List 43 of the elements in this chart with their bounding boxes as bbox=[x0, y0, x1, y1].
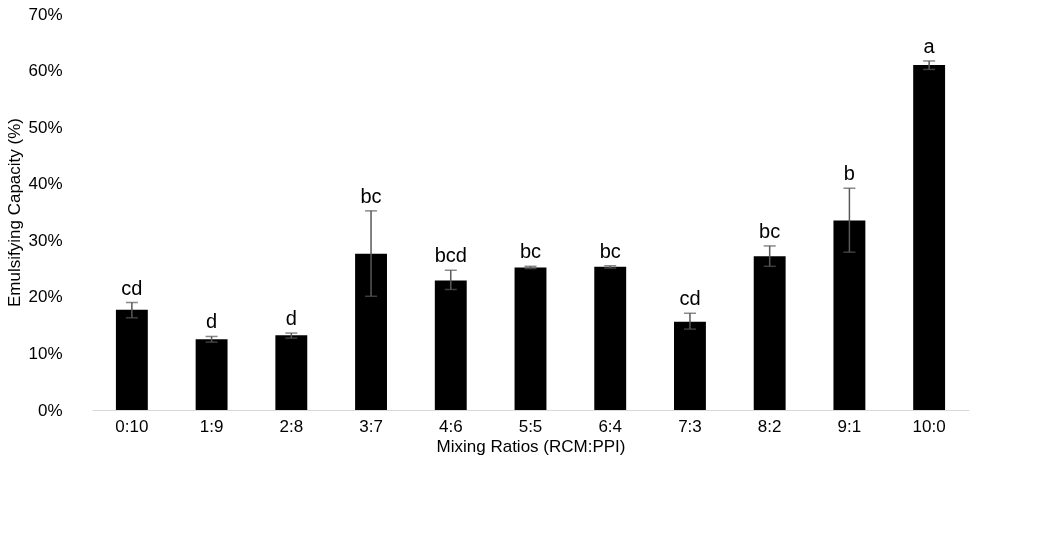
x-axis-title: Mixing Ratios (RCM:PPI) bbox=[436, 436, 626, 456]
x-tick-label: 9:1 bbox=[837, 416, 862, 436]
annotation: b bbox=[843, 162, 855, 185]
x-tick-label: 2:8 bbox=[279, 416, 304, 436]
bar bbox=[753, 256, 786, 410]
annotation: cd bbox=[679, 287, 701, 310]
x-tick-label: 4:6 bbox=[438, 416, 463, 436]
annotation: a bbox=[923, 34, 936, 57]
x-tick-label: 1:9 bbox=[199, 416, 224, 436]
y-axis-title: Emulsifying Capacity (%) bbox=[5, 118, 25, 307]
annotation: bc bbox=[519, 240, 542, 263]
annotation: d bbox=[206, 310, 218, 333]
x-tick-label: 10:0 bbox=[912, 416, 946, 436]
x-tick-label: 0:10 bbox=[115, 416, 149, 436]
annotation: bcd bbox=[434, 244, 467, 267]
x-tick-label: 8:2 bbox=[757, 416, 782, 436]
bar bbox=[833, 220, 866, 410]
bar bbox=[195, 339, 228, 410]
x-tick-label: 3:7 bbox=[359, 416, 383, 436]
annotation: d bbox=[285, 307, 297, 330]
y-tick-label: 40% bbox=[28, 174, 63, 194]
y-tick-label: 0% bbox=[37, 400, 63, 420]
x-tick-label: 7:3 bbox=[678, 416, 702, 436]
bar bbox=[275, 335, 308, 410]
annotation: bc bbox=[360, 184, 382, 207]
x-tick-label: 6:4 bbox=[598, 416, 623, 436]
bar bbox=[594, 266, 627, 410]
bar bbox=[434, 280, 467, 410]
x-tick-label: 5:5 bbox=[518, 416, 543, 436]
annotation: cd bbox=[121, 276, 143, 299]
bar bbox=[355, 253, 387, 410]
y-tick-label: 50% bbox=[28, 117, 63, 137]
y-tick-label: 30% bbox=[28, 230, 63, 250]
bar bbox=[115, 309, 148, 410]
bar bbox=[913, 64, 946, 410]
y-tick-label: 70% bbox=[28, 4, 63, 24]
annotation: bc bbox=[599, 239, 621, 262]
bar bbox=[514, 267, 547, 410]
y-tick-label: 20% bbox=[28, 287, 63, 307]
bar bbox=[674, 321, 706, 410]
annotation: bc bbox=[759, 219, 781, 242]
y-tick-label: 60% bbox=[28, 61, 63, 81]
y-tick-label: 10% bbox=[28, 343, 63, 363]
